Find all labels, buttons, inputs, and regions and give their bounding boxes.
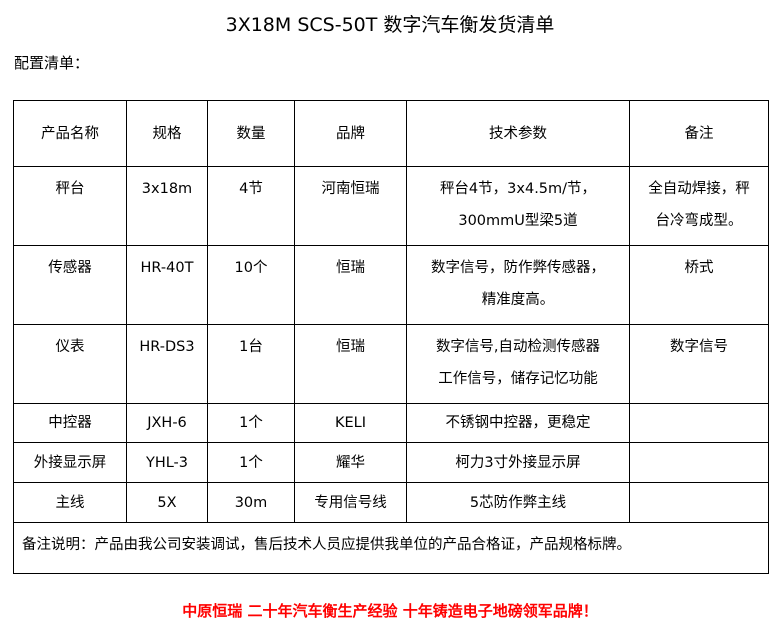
table-cell: 中控器 (13, 403, 127, 443)
table-cell: 10个 (207, 245, 295, 325)
page-title: 3X18M SCS-50T 数字汽车衡发货清单 (225, 14, 555, 36)
table-cell (629, 403, 769, 443)
table-cell: 4节 (207, 166, 295, 246)
table-cell: 不锈钢中控器，更稳定 (406, 403, 630, 443)
header-cell: 备注 (629, 100, 769, 167)
table-cell: 数字信号 (629, 324, 769, 404)
table-cell: 柯力3寸外接显示屏 (406, 442, 630, 483)
table-cell: KELI (294, 403, 407, 443)
table-cell: 专用信号线 (294, 482, 407, 523)
table-cell: YHL-3 (126, 442, 208, 483)
table-row: 外接显示屏 YHL-3 1个 耀华 柯力3寸外接显示屏 (13, 442, 769, 483)
table-row: 中控器 JXH-6 1个 KELI 不锈钢中控器，更稳定 (13, 403, 769, 443)
table-cell: 河南恒瑞 (294, 166, 407, 246)
table-cell: HR-40T (126, 245, 208, 325)
table-cell: 1台 (207, 324, 295, 404)
table-cell: 恒瑞 (294, 245, 407, 325)
note-row: 备注说明：产品由我公司安装调试，售后技术人员应提供我单位的产品合格证，产品规格标… (13, 522, 769, 574)
table-cell (629, 442, 769, 483)
section-label: 配置清单： (14, 54, 90, 72)
table-cell: 5芯防作弊主线 (406, 482, 630, 523)
header-cell: 产品名称 (13, 100, 127, 167)
table-cell: 秤台4节，3x4.5m/节， 300mmU型梁5道 (406, 166, 630, 246)
table-cell (629, 482, 769, 523)
table-cell: 耀华 (294, 442, 407, 483)
table-cell: 3x18m (126, 166, 208, 246)
header-cell: 技术参数 (406, 100, 630, 167)
table-cell: 1个 (207, 403, 295, 443)
header-cell: 品牌 (294, 100, 407, 167)
header-cell: 数量 (207, 100, 295, 167)
table-cell: 数字信号，防作弊传感器， 精准度高。 (406, 245, 630, 325)
shipping-list-table: 产品名称 规格 数量 品牌 技术参数 备注 秤台 3x18m 4节 河南恒瑞 秤台4节，… (13, 100, 769, 574)
table-row: 传感器 HR-40T 10个 恒瑞 数字信号，防作弊传感器， 精准度高。 桥式 (13, 245, 769, 325)
table-cell: 5X (126, 482, 208, 523)
table-row: 仪表 HR-DS3 1台 恒瑞 数字信号,自动检测传感器 工作信号，储存记忆功能 数字信号 (13, 324, 769, 404)
note-text: 备注说明：产品由我公司安装调试，售后技术人员应提供我单位的产品合格证，产品规格标… (13, 522, 769, 574)
table-cell: 主线 (13, 482, 127, 523)
table-cell: 恒瑞 (294, 324, 407, 404)
header-cell: 规格 (126, 100, 208, 167)
table-cell: 桥式 (629, 245, 769, 325)
table-row: 主线 5X 30m 专用信号线 5芯防作弊主线 (13, 482, 769, 523)
table-cell: 1个 (207, 442, 295, 483)
table-cell: 外接显示屏 (13, 442, 127, 483)
table-row: 秤台 3x18m 4节 河南恒瑞 秤台4节，3x4.5m/节， 300mmU型梁5道 全自… (13, 166, 769, 246)
table-cell: 传感器 (13, 245, 127, 325)
table-cell: 30m (207, 482, 295, 523)
table-cell: 秤台 (13, 166, 127, 246)
footer-slogan: 中原恒瑞 二十年汽车衡生产经验 十年铸造电子地磅领军品牌！ (182, 602, 598, 620)
table-header: 产品名称 规格 数量 品牌 技术参数 备注 (13, 100, 769, 167)
table-cell: HR-DS3 (126, 324, 208, 404)
table-cell: 数字信号,自动检测传感器 工作信号，储存记忆功能 (406, 324, 630, 404)
table-cell: JXH-6 (126, 403, 208, 443)
table-cell: 仪表 (13, 324, 127, 404)
table-cell: 全自动焊接，秤 台冷弯成型。 (629, 166, 769, 246)
